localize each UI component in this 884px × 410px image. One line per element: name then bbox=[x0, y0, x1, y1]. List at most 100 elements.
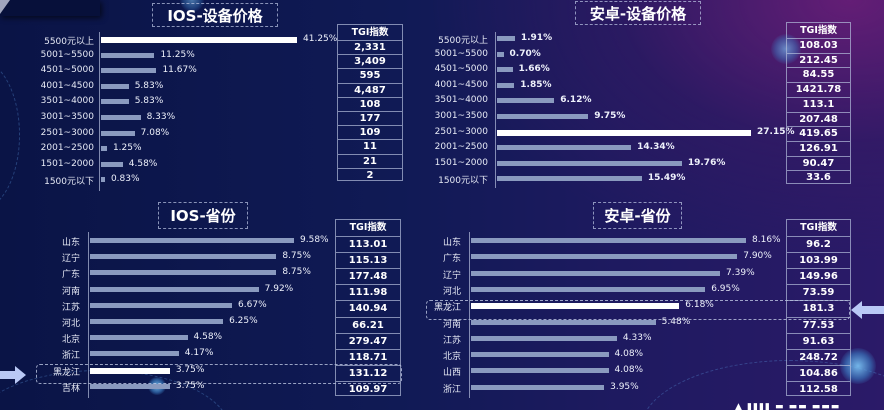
tgi-table: TGI指数 108.03 212.45 84.55 1421.78 113.1 207.48… bbox=[786, 22, 851, 184]
tgi-table-cell: 207.48 bbox=[787, 111, 850, 127]
bar-value-label: 8.16% bbox=[752, 235, 781, 245]
y-axis-line bbox=[88, 232, 89, 398]
category-label: 2501~3000 bbox=[434, 126, 488, 137]
chart-title: IOS-设备价格 bbox=[152, 3, 278, 27]
arrow-left-icon bbox=[851, 301, 884, 319]
category-label: 北京 bbox=[442, 352, 461, 363]
category-label: 4001~4500 bbox=[434, 79, 488, 90]
bar bbox=[497, 98, 555, 104]
bar bbox=[90, 383, 170, 389]
bar-value-label: 4.58% bbox=[193, 332, 223, 343]
tgi-table-cell: 111.98 bbox=[336, 284, 400, 300]
bar-value-label: 14.34% bbox=[637, 142, 675, 153]
category-label: 河北 bbox=[61, 319, 80, 329]
category-label: 吉林 bbox=[61, 383, 80, 394]
bar bbox=[471, 335, 617, 341]
tgi-table-cell: 3,409 bbox=[338, 54, 402, 68]
bar-value-label: 4.17% bbox=[184, 348, 214, 359]
category-label: 1501~2000 bbox=[40, 158, 94, 169]
tgi-table-cell: 279.47 bbox=[336, 332, 400, 349]
bar bbox=[90, 254, 277, 260]
tgi-table: TGI指数 2,331 3,409 595 4,487 108 177 109 11 21 2 bbox=[337, 24, 403, 181]
category-label: 5001~5500 bbox=[40, 49, 94, 60]
bar bbox=[497, 160, 682, 166]
bar bbox=[471, 368, 609, 374]
bar-value-label: 0.70% bbox=[509, 48, 541, 59]
tgi-table-cell: 248.72 bbox=[787, 348, 850, 365]
tgi-table-cell: 212.45 bbox=[787, 52, 850, 68]
tgi-table-cell: 131.12 bbox=[336, 364, 400, 381]
tgi-table-cell: 109.97 bbox=[336, 380, 400, 397]
tgi-table-cell: 113.01 bbox=[336, 236, 400, 252]
tgi-table-cell: 66.21 bbox=[336, 316, 400, 333]
bar bbox=[497, 36, 515, 41]
highlight-bar bbox=[101, 37, 297, 43]
bar-value-label: 41.25% bbox=[303, 34, 338, 44]
bar-value-label: 11.25% bbox=[160, 49, 195, 60]
bar-value-label: 19.76% bbox=[687, 157, 726, 168]
bar-value-label: 0.83% bbox=[110, 174, 140, 185]
y-axis-line bbox=[99, 32, 100, 191]
bar-value-label: 4.58% bbox=[128, 158, 158, 169]
tgi-table-cell: 77.53 bbox=[787, 316, 850, 333]
highlight-bar bbox=[90, 367, 170, 374]
tgi-table-cell: 103.99 bbox=[787, 252, 850, 268]
category-label: 北京 bbox=[61, 335, 80, 346]
category-label: 1501~2000 bbox=[434, 157, 488, 168]
tgi-table-cell: 91.63 bbox=[787, 332, 850, 349]
category-label: 黑龙江 bbox=[52, 367, 80, 378]
tgi-table-cell: 1421.78 bbox=[787, 82, 850, 97]
tgi-table-cell: 118.71 bbox=[336, 348, 400, 365]
category-label: 河北 bbox=[442, 286, 461, 297]
bar-value-label: 5.83% bbox=[134, 80, 164, 91]
bar-value-label: 3.75% bbox=[175, 364, 205, 375]
bar-value-label: 3.95% bbox=[610, 381, 639, 392]
category-label: 3501~4000 bbox=[434, 95, 488, 106]
bar bbox=[101, 68, 157, 74]
bar bbox=[90, 302, 233, 308]
category-label: 2001~2500 bbox=[40, 143, 94, 154]
bar-value-label: 1.25% bbox=[112, 143, 142, 154]
tgi-table-cell: 104.86 bbox=[787, 364, 850, 381]
bar-value-label: 6.67% bbox=[238, 299, 267, 310]
tgi-table-cell: 108.03 bbox=[787, 38, 850, 53]
bar bbox=[90, 319, 224, 324]
tgi-table-cell: 84.55 bbox=[787, 67, 850, 82]
bar bbox=[101, 83, 129, 89]
tgi-table: TGI指数 113.01 115.13 177.48 111.98 140.94 66.21… bbox=[335, 219, 401, 396]
category-label: 浙江 bbox=[61, 351, 80, 362]
bar bbox=[497, 176, 642, 182]
bar-value-label: 5.48% bbox=[661, 316, 691, 327]
bar-value-label: 27.15% bbox=[757, 126, 795, 137]
bar bbox=[101, 115, 141, 120]
bar bbox=[90, 270, 277, 276]
bar bbox=[471, 270, 721, 276]
category-label: 3501~4000 bbox=[40, 96, 94, 107]
tgi-table-cell: 140.94 bbox=[336, 300, 400, 316]
bar bbox=[471, 319, 656, 325]
bar-value-label: 7.90% bbox=[743, 251, 772, 262]
bar-value-label: 4.08% bbox=[614, 365, 644, 376]
category-label: 2001~2500 bbox=[434, 142, 488, 153]
bar-value-label: 1.91% bbox=[520, 33, 553, 43]
category-label: 1500元以下 bbox=[44, 177, 94, 188]
bar bbox=[90, 351, 179, 357]
category-label: 3001~3500 bbox=[434, 111, 488, 121]
category-label: 广东 bbox=[61, 270, 80, 281]
category-label: 广东 bbox=[442, 254, 461, 265]
tgi-table-header: TGI指数 bbox=[800, 25, 837, 36]
category-label: 黑龙江 bbox=[433, 303, 461, 314]
category-label: 河南 bbox=[61, 286, 80, 297]
category-label: 河南 bbox=[442, 319, 461, 330]
tgi-table-header: TGI指数 bbox=[349, 222, 387, 233]
category-label: 4501~5000 bbox=[434, 64, 488, 75]
category-label: 辽宁 bbox=[442, 270, 461, 281]
bar bbox=[101, 146, 107, 152]
glow-orb bbox=[840, 348, 876, 384]
chart-title: IOS-省份 bbox=[158, 202, 248, 229]
tgi-table-cell: 595 bbox=[338, 68, 402, 82]
bar-value-label: 6.25% bbox=[229, 316, 258, 326]
tgi-table-cell: 177.48 bbox=[336, 268, 400, 284]
chart-title: 安卓-省份 bbox=[593, 202, 682, 229]
bar bbox=[101, 52, 155, 58]
